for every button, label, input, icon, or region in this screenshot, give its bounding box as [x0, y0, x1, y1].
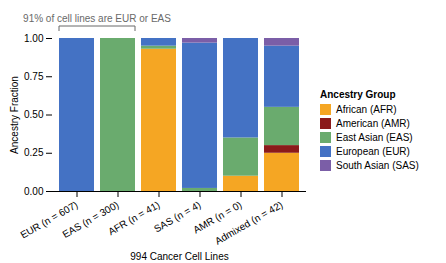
- html-text:American (AMR): American (AMR): [336, 118, 410, 129]
- svg-text:EUR (n = 607): EUR (n = 607): [18, 198, 80, 241]
- html-text:African (AFR): African (AFR): [336, 104, 397, 115]
- svg-text:AMR (n = 0): AMR (n = 0): [191, 198, 244, 236]
- svg-text:994 Cancer Cell Lines: 994 Cancer Cell Lines: [130, 251, 228, 262]
- svg-text:Admixed (n = 42): Admixed (n = 42): [213, 199, 285, 247]
- svg-text:1.00: 1.00: [24, 33, 44, 44]
- svg-text:0.00: 0.00: [24, 186, 44, 197]
- svg-text:0.50: 0.50: [24, 109, 44, 120]
- svg-text:0.75: 0.75: [24, 71, 44, 82]
- svg-text:SAS (n = 4): SAS (n = 4): [152, 198, 203, 235]
- html-text:East Asian (EAS): East Asian (EAS): [336, 132, 413, 143]
- svg-text:Ancestry Fraction: Ancestry Fraction: [9, 76, 20, 154]
- html-text:Ancestry Group: Ancestry Group: [320, 89, 396, 100]
- svg-text:EAS (n = 300): EAS (n = 300): [60, 198, 121, 240]
- html-text:European (EUR): European (EUR): [336, 146, 410, 157]
- html-text:South Asian (SAS): South Asian (SAS): [336, 160, 419, 171]
- svg-text:91% of cell lines are EUR or E: 91% of cell lines are EUR or EAS: [23, 13, 171, 24]
- svg-text:0.25: 0.25: [24, 147, 44, 158]
- svg-text:AFR (n = 41): AFR (n = 41): [106, 199, 161, 237]
